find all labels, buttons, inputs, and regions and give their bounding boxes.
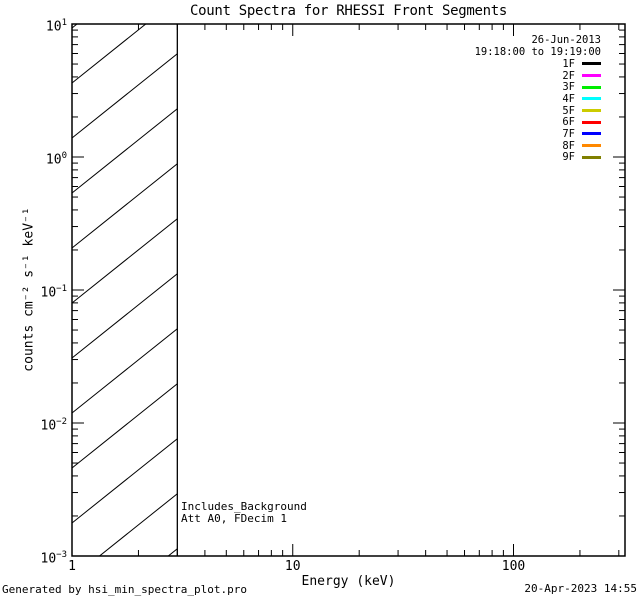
x-tick-label: 100 xyxy=(501,559,526,574)
annotation-includes-background: Includes_Background xyxy=(181,500,307,513)
y-tick-label: 100 xyxy=(45,151,67,168)
legend-color-swatch xyxy=(582,132,601,136)
legend-entry: 2F xyxy=(562,70,601,82)
legend: 26-Jun-2013 19:18:00 to 19:19:00 1F 2F 3F 4… xyxy=(475,34,601,163)
x-axis-title: Energy (keV) xyxy=(301,574,396,589)
legend-entry-label: 6F xyxy=(562,116,575,129)
legend-entry-label: 3F xyxy=(562,81,575,94)
legend-time-range: 19:18:00 to 19:19:00 xyxy=(474,46,601,58)
legend-entry: 7F xyxy=(562,128,601,140)
y-tick-label: 10−2 xyxy=(40,417,68,434)
legend-entry: 3F xyxy=(562,81,601,93)
legend-entry: 1F xyxy=(562,58,601,70)
legend-entry-label: 7F xyxy=(562,127,575,140)
legend-color-swatch xyxy=(582,144,601,148)
legend-entry: 4F xyxy=(562,93,601,105)
legend-color-swatch xyxy=(582,120,601,124)
legend-entries: 1F 2F 3F 4F 5F 6F 7F 8F 9F xyxy=(562,58,601,163)
y-axis-title: counts cm⁻² s⁻¹ keV⁻¹ xyxy=(21,207,37,372)
legend-color-swatch xyxy=(582,85,601,89)
footer-timestamp: 20-Apr-2023 14:55 xyxy=(524,582,637,595)
y-tick-label: 10−1 xyxy=(40,284,68,301)
plot-annotation: Includes_Background Att A0, FDecim 1 xyxy=(181,501,307,524)
x-tick-label: 1 xyxy=(68,559,76,574)
legend-color-swatch xyxy=(582,97,601,101)
legend-entry: 8F xyxy=(562,140,601,152)
x-tick-label: 10 xyxy=(284,559,301,574)
legend-entry-label: 1F xyxy=(562,57,575,70)
legend-entry: 9F xyxy=(562,151,601,164)
y-tick-label: 101 xyxy=(45,18,67,35)
footer-generated-by: Generated by hsi_min_spectra_plot.pro xyxy=(2,583,248,596)
legend-entry: 6F xyxy=(562,116,601,128)
legend-color-swatch xyxy=(582,62,601,66)
legend-color-swatch xyxy=(582,109,601,113)
y-tick-label: 10−3 xyxy=(40,550,68,567)
legend-entry-label: 5F xyxy=(562,104,575,117)
legend-color-swatch xyxy=(582,155,601,159)
legend-date: 26-Jun-2013 xyxy=(531,34,601,46)
legend-color-swatch xyxy=(582,74,601,78)
legend-entry-label: 8F xyxy=(562,139,575,152)
annotation-attenuator-state: Att A0, FDecim 1 xyxy=(181,511,287,525)
chart-title: Count Spectra for RHESSI Front Segments xyxy=(189,3,508,19)
legend-entry-label: 4F xyxy=(562,92,575,105)
legend-entry-label: 2F xyxy=(562,69,575,82)
legend-entry-label: 9F xyxy=(562,151,575,164)
legend-entry: 5F xyxy=(562,105,601,117)
